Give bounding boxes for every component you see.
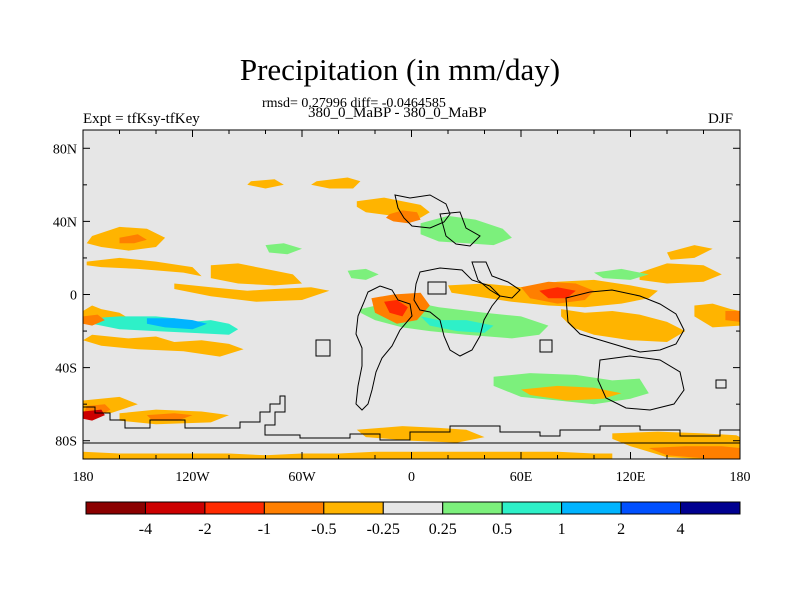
colorbar-swatch-2 (204, 501, 265, 515)
colorbar-swatch-9 (620, 501, 682, 515)
coast-north-block (439, 211, 481, 247)
colorbar-label-2: -1 (258, 521, 271, 538)
anomaly-region-28 (83, 451, 613, 459)
y-tick-label-0: 80N (53, 142, 77, 157)
y-tick-label-2: 0 (70, 289, 77, 304)
anomaly-region-14 (420, 215, 512, 246)
rmsd-diff-stats: rmsd= 0.27996 diff= -0.0464585 (262, 96, 446, 111)
colorbar-label-8: 2 (617, 521, 625, 538)
coast-small-island-b (539, 339, 553, 353)
anomaly-region-38 (594, 268, 649, 280)
coast-small-island-d (427, 281, 447, 295)
colorbar-swatch-4 (323, 501, 384, 515)
y-axis: 80N 40N 0 40S 80S (53, 142, 740, 450)
colorbar-label-1: -2 (198, 521, 211, 538)
colorbar-swatch-7 (501, 501, 563, 515)
anomaly-region-26 (648, 446, 740, 459)
colorbar-swatch-5 (382, 501, 444, 515)
colorbar-swatch-3 (263, 501, 325, 515)
colorbar-swatch-10 (680, 501, 741, 515)
colorbar-label-7: 1 (558, 521, 566, 538)
coast-small-island-a (315, 339, 331, 357)
anomaly-region-10 (247, 179, 284, 189)
x-tick-label-4: 60E (510, 470, 533, 485)
x-tick-label-6: 180 (730, 470, 751, 485)
anomaly-region-4 (83, 334, 244, 357)
coast-south-america (355, 285, 413, 411)
anomaly-region-31 (83, 409, 105, 421)
anomaly-region-20 (384, 300, 408, 317)
colorbar-swatch-6 (442, 501, 503, 515)
comparison-subtitle: 380_0_MaBP - 380_0_MaBP (308, 105, 487, 121)
y-tick-label-1: 40N (53, 215, 77, 230)
anomaly-field (83, 177, 740, 459)
experiment-label: Expt = tfKsy-tfKey (83, 111, 200, 127)
anomaly-region-23 (539, 287, 576, 299)
colorbar-label-0: -4 (139, 521, 152, 538)
colorbar-label-5: 0.25 (429, 521, 457, 538)
anomaly-region-27 (356, 426, 485, 443)
anomaly-region-9 (174, 283, 330, 302)
coast-small-island-c (715, 379, 727, 389)
x-tick-label-0: 180 (73, 470, 94, 485)
anomaly-region-8 (210, 263, 302, 286)
coast-australia (597, 355, 685, 411)
anomaly-region-24 (561, 309, 686, 342)
x-tick-label-3: 0 (408, 470, 415, 485)
chart-title: Precipitation (in mm/day) (239, 52, 561, 87)
coast-arabia-india (471, 261, 521, 299)
coast-southeast-asia (565, 289, 685, 353)
season-label: DJF (708, 111, 734, 127)
colorbar-swatch-1 (144, 501, 206, 515)
anomaly-region-34 (694, 303, 740, 328)
x-axis: 180 120W 60W 0 60E 120E 180 (73, 130, 751, 485)
colorbar-label-9: 4 (677, 521, 685, 538)
anomaly-region-6 (119, 234, 147, 244)
x-tick-label-1: 120W (175, 470, 210, 485)
coast-antarctica (83, 395, 740, 444)
anomaly-region-3 (83, 314, 105, 326)
anomaly-region-11 (311, 177, 361, 189)
anomaly-region-7 (86, 257, 202, 277)
anomaly-region-35 (725, 311, 740, 322)
colorbar-label-4: -0.25 (367, 521, 400, 538)
y-tick-label-3: 40S (55, 362, 77, 377)
coast-africa (413, 267, 501, 357)
anomaly-region-37 (667, 245, 713, 260)
colorbar-swatch-8 (561, 501, 622, 515)
anomaly-region-39 (265, 243, 302, 255)
anomaly-region-2 (146, 318, 208, 330)
anomaly-region-40 (347, 268, 379, 280)
colorbar-swatch-0 (85, 501, 146, 515)
colorbar-label-6: 0.5 (492, 521, 512, 538)
colorbar-label-3: -0.5 (311, 521, 336, 538)
anomaly-region-33 (146, 413, 193, 421)
x-tick-label-5: 120E (616, 470, 646, 485)
anomaly-region-36 (639, 263, 722, 284)
x-tick-label-2: 60W (288, 470, 316, 485)
coast-europe (394, 194, 451, 229)
anomaly-region-18 (420, 316, 494, 333)
y-tick-label-4: 80S (55, 435, 77, 450)
colorbar: -4 -2 -1 -0.5 -0.25 0.25 0.5 1 2 4 (85, 501, 741, 538)
coastlines (83, 194, 740, 444)
anomaly-region-16 (521, 385, 622, 401)
